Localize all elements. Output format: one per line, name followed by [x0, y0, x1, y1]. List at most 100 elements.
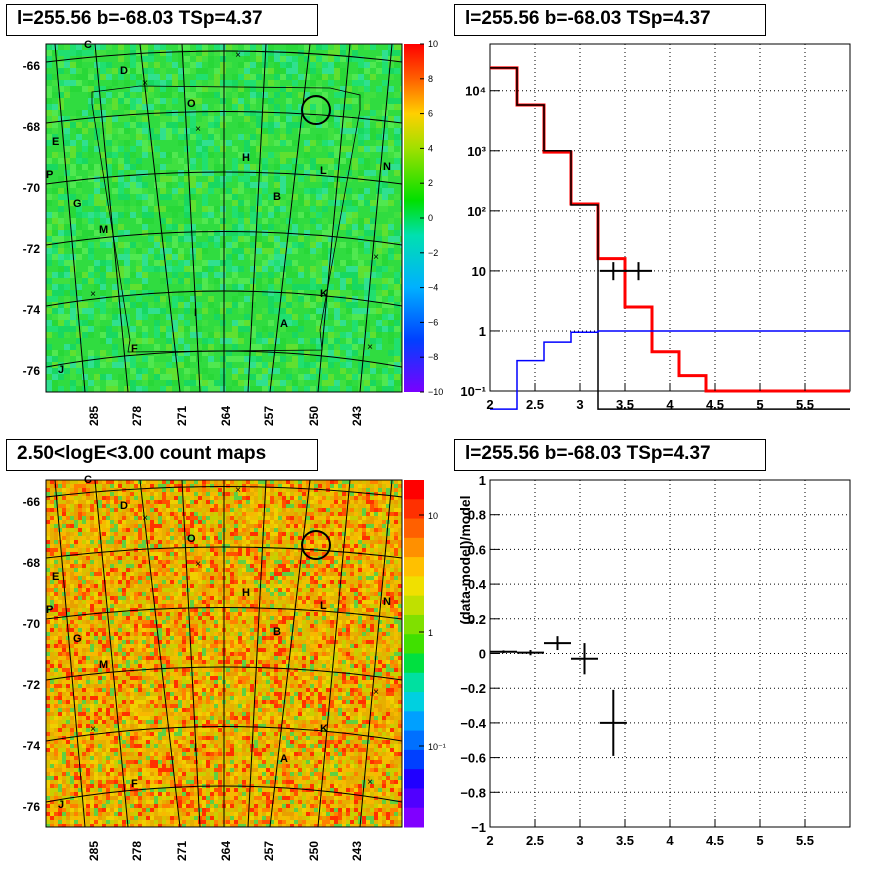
- map-pixel: [124, 116, 130, 122]
- map-pixel: [294, 484, 298, 488]
- map-pixel: [292, 320, 298, 326]
- map-pixel: [58, 320, 64, 326]
- map-pixel: [110, 484, 114, 488]
- map-pixel: [298, 492, 302, 496]
- map-pixel: [274, 242, 280, 248]
- map-pixel: [148, 296, 154, 302]
- map-pixel: [208, 80, 214, 86]
- map-pixel: [208, 176, 214, 182]
- map-pixel: [354, 504, 358, 508]
- map-pixel: [232, 284, 238, 290]
- map-pixel: [172, 386, 178, 392]
- map-pixel: [250, 146, 256, 152]
- map-pixel: [226, 492, 230, 496]
- map-pixel: [178, 536, 182, 540]
- map-pixel: [110, 496, 114, 500]
- map-pixel: [352, 278, 358, 284]
- map-pixel: [274, 320, 280, 326]
- map-pixel: [126, 532, 130, 536]
- map-pixel: [220, 254, 226, 260]
- map-pixel: [50, 544, 54, 548]
- map-pixel: [382, 512, 386, 516]
- map-pixel: [214, 128, 220, 134]
- map-pixel: [294, 520, 298, 524]
- map-pixel: [46, 110, 52, 116]
- map-pixel: [148, 308, 154, 314]
- map-y-tick-label: -72: [23, 242, 41, 256]
- map-pixel: [190, 528, 194, 532]
- map-pixel: [292, 44, 298, 50]
- map-pixel: [148, 164, 154, 170]
- map-pixel: [358, 50, 364, 56]
- source-marker: ×: [195, 124, 201, 135]
- map-pixel: [318, 516, 322, 520]
- map-pixel: [208, 164, 214, 170]
- map-pixel: [190, 302, 196, 308]
- map-pixel: [262, 536, 266, 540]
- map-pixel: [376, 212, 382, 218]
- map-pixel: [400, 98, 402, 104]
- map-pixel: [258, 516, 262, 520]
- map-pixel: [154, 480, 158, 484]
- map-pixel: [214, 194, 220, 200]
- map-pixel: [70, 224, 76, 230]
- map-pixel: [364, 344, 370, 350]
- map-pixel: [88, 44, 94, 50]
- map-pixel: [196, 212, 202, 218]
- map-pixel: [262, 140, 268, 146]
- map-pixel: [76, 56, 82, 62]
- map-pixel: [198, 496, 202, 500]
- map-pixel: [250, 182, 256, 188]
- map-pixel: [238, 134, 244, 140]
- map-pixel: [190, 212, 196, 218]
- map-pixel: [250, 308, 256, 314]
- map-pixel: [46, 484, 50, 488]
- map-pixel: [226, 146, 232, 152]
- map-pixel: [172, 350, 178, 356]
- map-pixel: [262, 380, 268, 386]
- map-pixel: [148, 86, 154, 92]
- map-pixel: [46, 140, 52, 146]
- map-pixel: [340, 320, 346, 326]
- map-pixel: [400, 356, 402, 362]
- map-pixel: [334, 302, 340, 308]
- map-pixel: [322, 104, 328, 110]
- map-pixel: [160, 182, 166, 188]
- map-pixel: [150, 496, 154, 500]
- map-pixel: [184, 332, 190, 338]
- map-pixel: [328, 146, 334, 152]
- map-pixel: [298, 278, 304, 284]
- map-pixel: [172, 284, 178, 290]
- map-pixel: [382, 44, 388, 50]
- map-pixel: [342, 500, 346, 504]
- map-pixel: [118, 350, 124, 356]
- map-pixel: [52, 152, 58, 158]
- map-pixel: [118, 158, 124, 164]
- map-pixel: [148, 182, 154, 188]
- map-pixel: [148, 152, 154, 158]
- map-pixel: [364, 164, 370, 170]
- map-pixel: [280, 80, 286, 86]
- map-pixel: [310, 194, 316, 200]
- map-pixel: [94, 206, 100, 212]
- map-pixel: [266, 492, 270, 496]
- map-pixel: [100, 92, 106, 98]
- map-pixel: [106, 122, 112, 128]
- map-pixel: [178, 56, 184, 62]
- map-pixel: [70, 380, 76, 386]
- map-pixel: [112, 308, 118, 314]
- map-pixel: [256, 326, 262, 332]
- map-pixel: [70, 194, 76, 200]
- map-pixel: [286, 92, 292, 98]
- map-pixel: [376, 296, 382, 302]
- map-pixel: [186, 512, 190, 516]
- map-pixel: [386, 480, 390, 484]
- map-pixel: [382, 500, 386, 504]
- map-pixel: [370, 344, 376, 350]
- map-pixel: [346, 536, 350, 540]
- map-pixel: [370, 212, 376, 218]
- map-pixel: [232, 194, 238, 200]
- map-pixel: [382, 540, 386, 544]
- map-pixel: [112, 260, 118, 266]
- map-y-tick-label: -68: [23, 120, 41, 134]
